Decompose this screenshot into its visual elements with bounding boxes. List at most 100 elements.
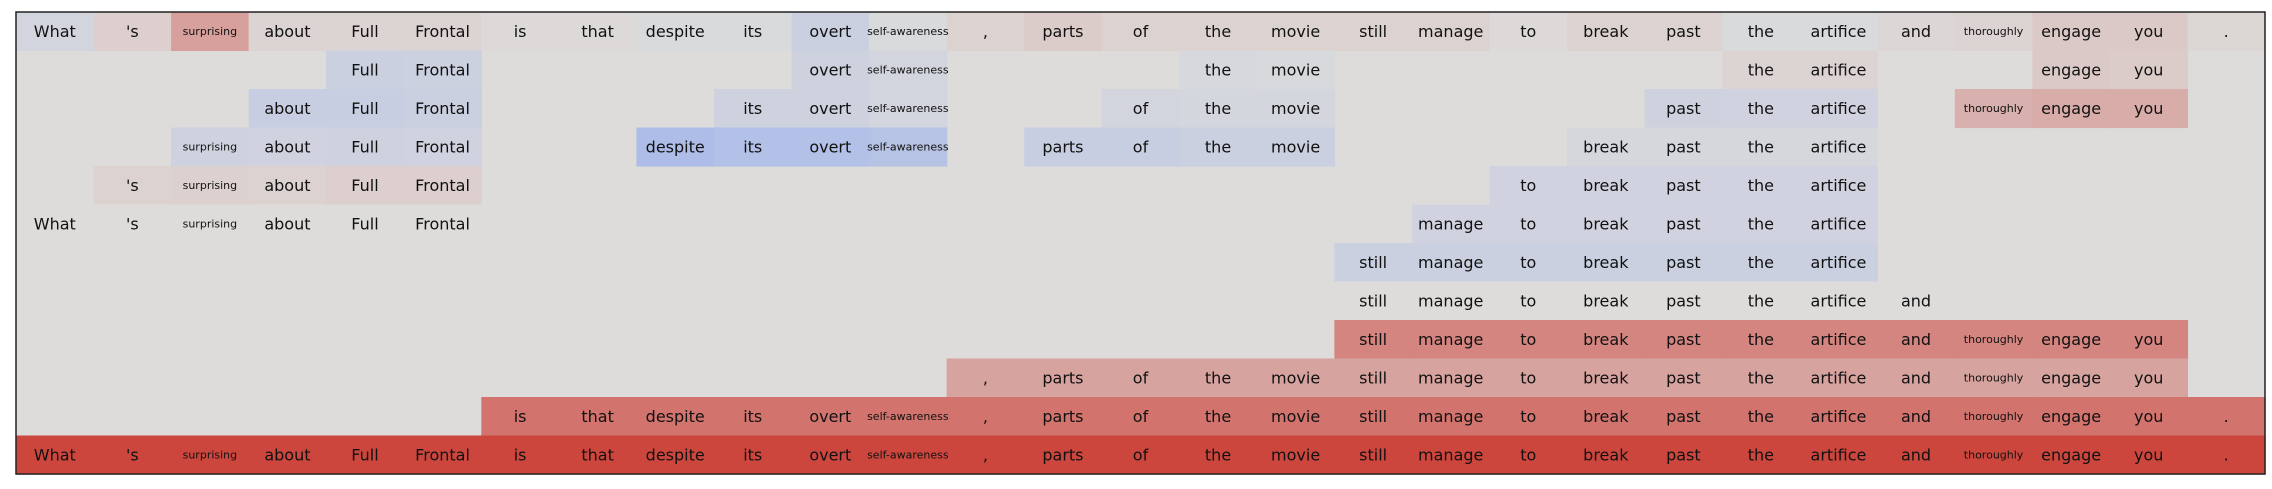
heatmap-cell-r11-c15 [1179, 435, 1258, 475]
token-label-r0-c4: Full [351, 22, 378, 41]
token-label-r11-c21: past [1666, 445, 1701, 464]
heatmap-cell-r11-c10 [791, 435, 870, 475]
token-label-r4-c21: past [1666, 176, 1701, 195]
heatmap-cell-r11-c17 [1334, 435, 1413, 475]
heatmap-cell-r7-c24 [1877, 281, 1956, 321]
token-label-r9-c12: , [983, 368, 988, 387]
heatmap-cell-r0-c20 [1567, 12, 1646, 52]
token-label-r0-c11: self-awareness [867, 25, 949, 38]
heatmap-cell-r10-c7 [558, 397, 638, 437]
heatmap-cell-r2-c3 [248, 89, 327, 129]
token-label-r11-c4: Full [351, 445, 378, 464]
token-label-r5-c19: to [1520, 214, 1536, 233]
heatmap-cell-r10-c23 [1799, 397, 1878, 437]
token-label-r7-c18: manage [1418, 291, 1483, 310]
token-label-r2-c27: you [2134, 99, 2163, 118]
token-label-r5-c18: manage [1418, 214, 1483, 233]
heatmap-cell-r9-c16 [1256, 358, 1335, 398]
token-label-r0-c15: the [1205, 22, 1231, 41]
token-label-r2-c21: past [1666, 99, 1701, 118]
heatmap-cell-r9-c13 [1024, 358, 1103, 398]
token-label-r1-c4: Full [351, 60, 378, 79]
heatmap-cell-r3-c23 [1799, 127, 1878, 167]
heatmap-cell-r0-c15 [1179, 12, 1258, 52]
token-label-r10-c28: . [2224, 407, 2229, 426]
heatmap-cell-r7-c21 [1644, 281, 1723, 321]
heatmap-cell-r0-c18 [1411, 12, 1491, 52]
token-label-r11-c7: that [581, 445, 614, 464]
heatmap-cell-r5-c19 [1489, 204, 1568, 244]
token-label-r11-c14: of [1133, 445, 1149, 464]
heatmap-cell-r1-c4 [326, 50, 405, 90]
token-label-r7-c24: and [1901, 291, 1931, 310]
heatmap-cells [16, 12, 2266, 475]
heatmap-cell-r11-c0 [16, 435, 95, 475]
heatmap-cell-r8-c20 [1567, 320, 1646, 360]
heatmap-cell-r4-c22 [1722, 166, 1801, 206]
heatmap-cell-r8-c21 [1644, 320, 1723, 360]
token-label-r0-c2: surprising [183, 25, 238, 38]
token-label-r11-c8: despite [646, 445, 705, 464]
token-label-r9-c14: of [1133, 368, 1149, 387]
token-label-r11-c23: artifice [1811, 445, 1867, 464]
token-label-r3-c2: surprising [183, 140, 238, 153]
token-label-r2-c23: artifice [1811, 99, 1867, 118]
heatmap-cell-r10-c28 [2187, 397, 2266, 437]
token-label-r0-c5: Frontal [415, 22, 470, 41]
token-label-r7-c21: past [1666, 291, 1701, 310]
token-label-r4-c2: surprising [183, 179, 238, 192]
heatmap-cell-r8-c27 [2109, 320, 2189, 360]
heatmap-cell-r0-c5 [403, 12, 482, 52]
heatmap-cell-r10-c24 [1877, 397, 1956, 437]
heatmap-cell-r0-c3 [248, 12, 327, 52]
token-label-r8-c17: still [1359, 330, 1387, 349]
heatmap-cell-r3-c9 [713, 127, 793, 167]
heatmap-cell-r10-c18 [1411, 397, 1491, 437]
heatmap-cell-r9-c26 [2032, 358, 2111, 398]
token-label-r10-c23: artifice [1811, 407, 1867, 426]
heatmap-cell-r10-c19 [1489, 397, 1568, 437]
token-label-r11-c5: Frontal [415, 445, 470, 464]
token-label-r10-c18: manage [1418, 407, 1483, 426]
heatmap-cell-r0-c9 [713, 12, 793, 52]
heatmap-cell-r2-c5 [403, 89, 482, 129]
heatmap-cell-r3-c21 [1644, 127, 1723, 167]
heatmap-cell-r1-c26 [2032, 50, 2111, 90]
heatmap-cell-r5-c22 [1722, 204, 1801, 244]
token-label-r5-c20: break [1583, 214, 1629, 233]
heatmap-cell-r10-c13 [1024, 397, 1103, 437]
token-label-r0-c3: about [264, 22, 310, 41]
token-label-r0-c0: What [34, 22, 76, 41]
heatmap-cell-r11-c6 [481, 435, 560, 475]
heatmap-cell-r1-c5 [403, 50, 482, 90]
token-label-r8-c22: the [1748, 330, 1774, 349]
token-label-r4-c19: to [1520, 176, 1536, 195]
token-label-r11-c13: parts [1042, 445, 1083, 464]
token-label-r11-c20: break [1583, 445, 1629, 464]
heatmap-cell-r0-c10 [791, 12, 870, 52]
heatmap-cell-r10-c8 [636, 397, 715, 437]
heatmap-cell-r7-c18 [1411, 281, 1491, 321]
heatmap-cell-r2-c27 [2109, 89, 2189, 129]
token-label-r0-c19: to [1520, 22, 1536, 41]
token-label-r9-c22: the [1748, 368, 1774, 387]
heatmap-cell-r4-c2 [171, 166, 250, 206]
token-label-r0-c16: movie [1271, 22, 1320, 41]
heatmap-cell-r0-c21 [1644, 12, 1723, 52]
heatmap-cell-r3-c22 [1722, 127, 1801, 167]
heatmap-cell-r2-c16 [1256, 89, 1335, 129]
heatmap-cell-r11-c24 [1877, 435, 1956, 475]
token-label-r10-c15: the [1205, 407, 1231, 426]
token-label-r10-c7: that [581, 407, 614, 426]
token-label-r0-c26: engage [2041, 22, 2101, 41]
token-label-r0-c6: is [514, 22, 527, 41]
token-label-r3-c20: break [1583, 137, 1629, 156]
token-label-r4-c1: 's [126, 176, 139, 195]
token-label-r10-c27: you [2134, 407, 2163, 426]
heatmap-cell-r2-c15 [1179, 89, 1258, 129]
token-label-r11-c12: , [983, 445, 988, 464]
token-label-r0-c1: 's [126, 22, 139, 41]
token-label-r4-c22: the [1748, 176, 1774, 195]
heatmap-cell-r11-c21 [1644, 435, 1723, 475]
token-label-r11-c19: to [1520, 445, 1536, 464]
